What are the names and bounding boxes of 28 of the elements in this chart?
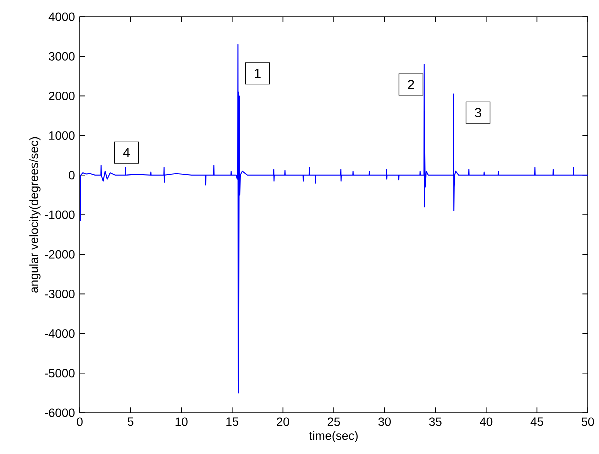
y-tick-label: -4000 [45,330,75,338]
x-tick-label: 30 [378,418,392,426]
y-tick-label: -3000 [45,290,75,298]
x-tick-label: 45 [530,418,544,426]
y-tick-label: -2000 [45,250,75,259]
x-tick-label: 40 [480,418,493,426]
x-tick-label: 35 [429,418,442,426]
annotation: 2 [408,80,414,90]
annotation: 3 [475,108,482,118]
x-tick-label: 15 [226,418,239,426]
x-tick-label: 25 [328,418,340,426]
y-tick-label: 4000 [48,12,75,22]
y-tick-label: 1000 [50,132,75,140]
x-tick-label: 0 [77,418,83,426]
x-tick-label: 10 [176,418,188,426]
x-tick-label: 20 [277,418,290,426]
y-tick-label: -1000 [45,210,75,220]
x-tick-label: 50 [582,418,594,426]
y-tick-label: -5000 [45,369,75,378]
annotation: 4 [123,148,130,158]
y-axis-title: angular velocity(degrees/sec) [30,137,41,293]
x-axis-title: time(sec) [310,431,358,443]
y-tick-label: 3000 [49,52,75,61]
y-tick-label: 2000 [49,92,75,100]
y-tick-label: -6000 [45,408,75,418]
annotation: 1 [255,69,261,78]
y-tick-label: 0 [69,171,75,180]
x-tick-label: 5 [128,418,134,426]
